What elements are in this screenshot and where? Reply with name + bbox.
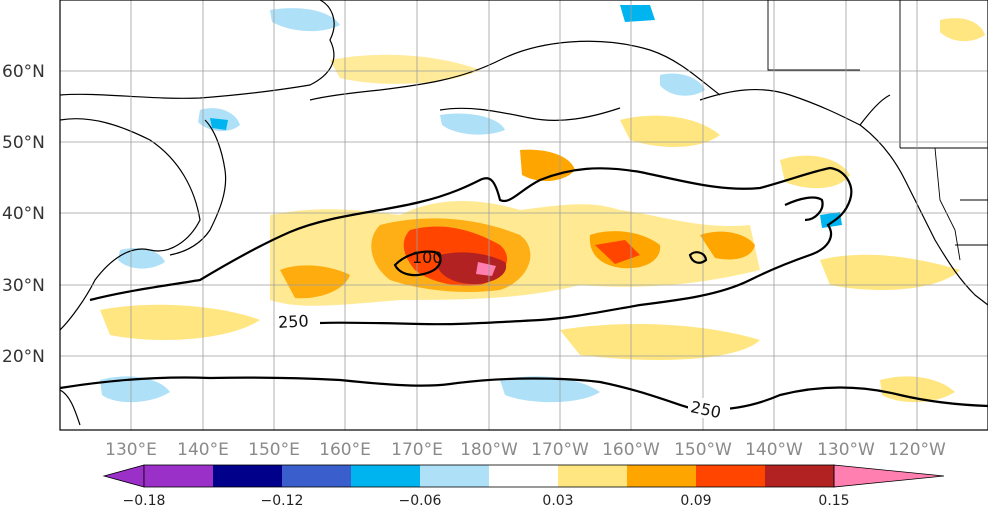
- gridlines: [60, 0, 988, 430]
- lat-label: 30°N: [2, 276, 45, 296]
- lon-label: 160°W: [602, 440, 660, 460]
- lat-label: 50°N: [2, 133, 45, 153]
- latitude-labels: 60°N 50°N 40°N 30°N 20°N: [2, 62, 45, 367]
- lat-label: 20°N: [2, 347, 45, 367]
- longitude-labels: 130°E 140°E 150°E 160°E 170°E 180°W 170°…: [105, 440, 946, 460]
- colorbar-tick-label: −0.06: [399, 493, 442, 509]
- lon-label: 160°E: [319, 440, 371, 460]
- contour-label-100: 100: [412, 248, 443, 267]
- lon-label: 140°E: [177, 440, 229, 460]
- colorbar-swatches: [102, 464, 945, 488]
- lon-label: 140°W: [745, 440, 803, 460]
- colorbar-tick-labels: −0.18 −0.12 −0.06 0.03 0.09 0.15: [123, 493, 850, 509]
- colorbar-swatch: [282, 465, 351, 487]
- lon-label: 130°E: [105, 440, 157, 460]
- lon-label: 180°W: [460, 440, 518, 460]
- colorbar-tick-label: −0.12: [261, 493, 304, 509]
- colorbar-swatch: [420, 465, 489, 487]
- contour-100: [393, 250, 442, 277]
- lon-label: 150°W: [674, 440, 732, 460]
- colorbar-frame: [143, 464, 835, 488]
- colorbar-tick-label: 0.03: [542, 493, 573, 509]
- colorbar-swatch: [627, 465, 696, 487]
- colorbar-tick-label: −0.18: [123, 493, 166, 509]
- lat-label: 60°N: [2, 62, 45, 82]
- contour-labels: 100 250 250: [276, 248, 730, 422]
- colorbar-extend-min: [102, 464, 145, 488]
- colorbar-swatch: [696, 465, 765, 487]
- colorbar-swatch: [558, 465, 627, 487]
- contour-250-north: [89, 166, 853, 326]
- contour-lines: [60, 166, 988, 411]
- contour-250-south: [60, 376, 988, 411]
- lon-label: 150°E: [248, 440, 300, 460]
- lon-label: 130°W: [817, 440, 875, 460]
- boundaries: [767, 0, 988, 261]
- contour-label-250-north: 250: [278, 311, 309, 332]
- lon-label: 170°E: [391, 440, 443, 460]
- colorbar-swatch: [765, 465, 834, 487]
- map-frame: [59, 0, 988, 431]
- lon-label: 120°W: [888, 440, 946, 460]
- anomaly-shading: [100, 5, 985, 403]
- colorbar-tick-label: 0.15: [818, 493, 849, 509]
- colorbar-swatch: [489, 465, 558, 487]
- colorbar: −0.18 −0.12 −0.06 0.03 0.09 0.15: [102, 464, 945, 509]
- lon-label: 170°W: [531, 440, 589, 460]
- colorbar-swatch: [351, 465, 420, 487]
- colorbar-swatch: [213, 465, 282, 487]
- colorbar-extend-max: [833, 464, 945, 488]
- colorbar-swatch: [144, 465, 213, 487]
- lat-label: 40°N: [2, 204, 45, 224]
- colorbar-tick-label: 0.09: [680, 493, 711, 509]
- map-panel: 100 250 250: [60, 0, 988, 430]
